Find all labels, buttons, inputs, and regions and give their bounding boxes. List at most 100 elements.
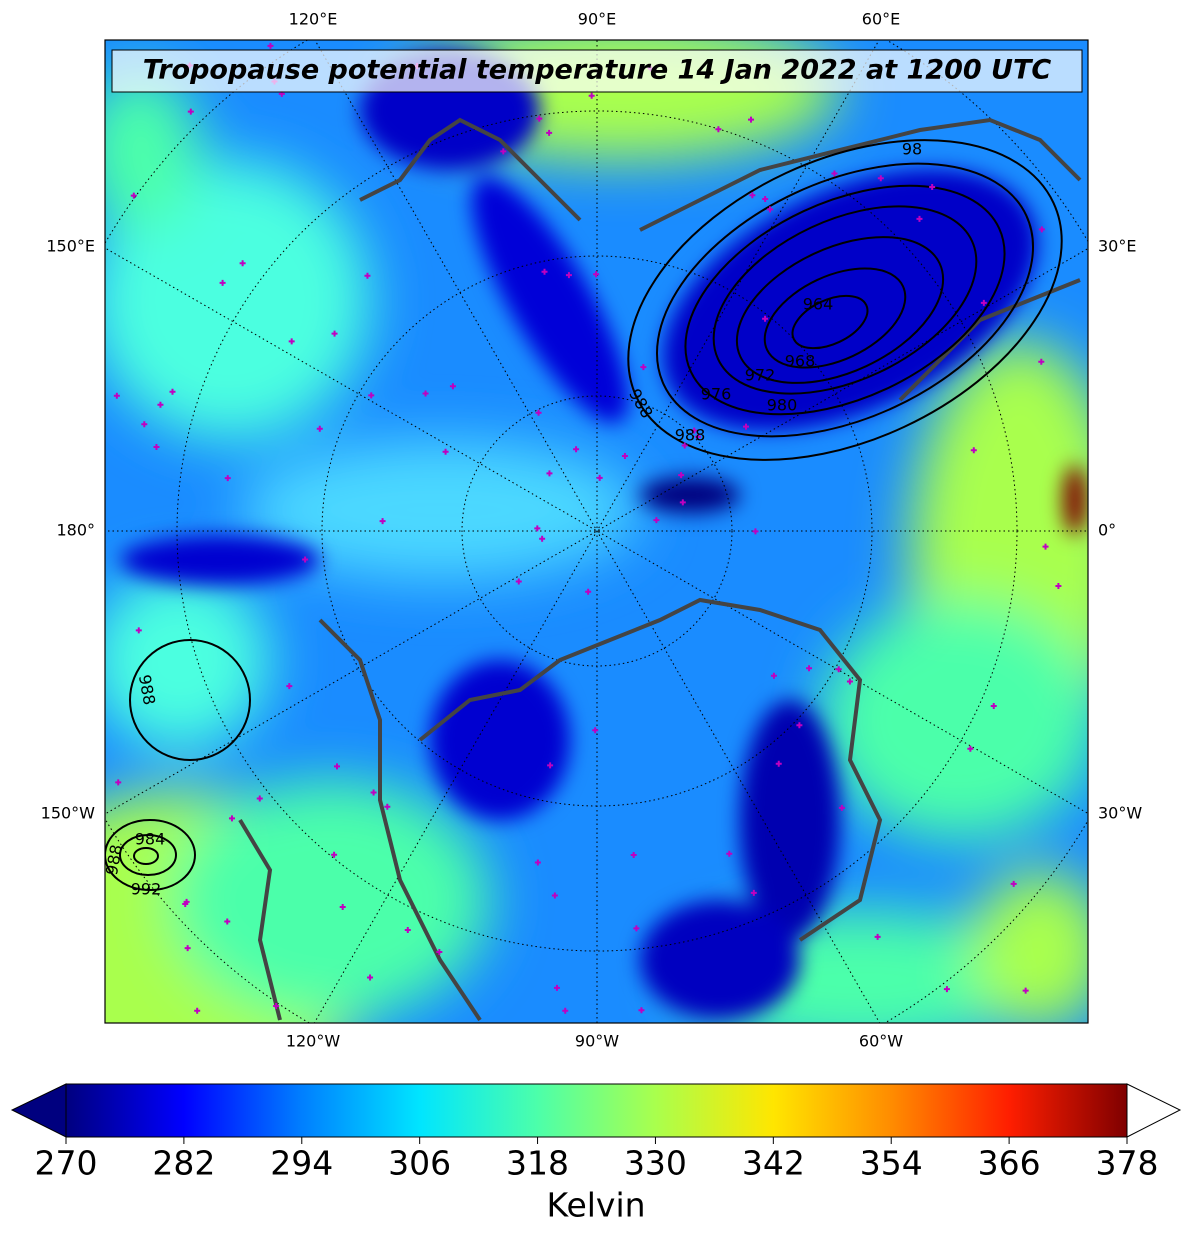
station-marker [267, 42, 274, 49]
station-marker [130, 192, 137, 199]
station-marker [515, 578, 522, 585]
title-box [111, 49, 1083, 93]
lon-label: 120°W [286, 1032, 341, 1051]
station-marker [596, 474, 603, 481]
coastlines [238, 117, 1082, 1022]
station-marker [534, 525, 541, 532]
station-marker [224, 475, 231, 482]
station-marker [752, 528, 759, 535]
station-marker [691, 427, 698, 434]
station-marker [806, 665, 813, 672]
station-marker [565, 272, 572, 279]
station-marker [715, 126, 722, 133]
lon-label: 90°W [575, 1032, 619, 1051]
station-marker [585, 588, 592, 595]
station-marker [633, 925, 640, 932]
station-marker [831, 170, 838, 177]
station-marker [442, 448, 449, 455]
colorbar-tick-label: 306 [388, 1144, 451, 1183]
lat-label: 30°E [1098, 237, 1136, 256]
station-marker [339, 904, 346, 911]
station-marker [749, 192, 756, 199]
station-marker [364, 272, 371, 279]
colorbar-tick-label: 282 [152, 1144, 215, 1183]
station-marker [967, 745, 974, 752]
station-marker [750, 889, 757, 896]
station-marker [182, 901, 189, 908]
station-marker [592, 727, 599, 734]
station-marker [547, 762, 554, 769]
station-marker [113, 392, 120, 399]
station-marker [157, 401, 164, 408]
station-marker [653, 517, 660, 524]
station-marker [286, 683, 293, 690]
colorbar-extend-min [10, 1083, 67, 1138]
lat-label: 150°W [41, 804, 96, 823]
station-marker [929, 183, 936, 190]
lat-label: 150°E [46, 237, 95, 256]
pressure-contours [105, 139, 1063, 891]
station-marker [169, 388, 176, 395]
station-marker [748, 116, 755, 123]
station-marker [551, 892, 558, 899]
station-marker [1010, 880, 1017, 887]
station-marker [630, 851, 637, 858]
lon-label: 60°W [859, 1032, 903, 1051]
station-marker [970, 447, 977, 454]
station-marker [224, 918, 231, 925]
station-marker [588, 92, 595, 99]
title: Tropopause potential temperature 14 Jan … [143, 55, 1052, 86]
contour-label: 980 [767, 396, 798, 415]
station-marker [762, 196, 769, 203]
station-marker [273, 1002, 280, 1009]
contour-label: 984 [135, 830, 166, 849]
lon-label: 120°E [289, 10, 338, 29]
station-marker [239, 260, 246, 267]
station-marker [422, 390, 429, 397]
station-marker [115, 779, 122, 786]
colorbar-tick-label: 294 [270, 1144, 333, 1183]
station-marker [370, 789, 377, 796]
station-marker [796, 722, 803, 729]
contour-label: 972 [745, 366, 776, 385]
station-marker [436, 949, 443, 956]
station-marker [1038, 358, 1045, 365]
colorbar-tick-label: 378 [1096, 1144, 1159, 1183]
contour-label: 992 [131, 880, 162, 899]
station-marker [194, 1007, 201, 1014]
station-marker [546, 129, 553, 136]
station-marker [990, 702, 997, 709]
contour-label: 964 [803, 295, 834, 314]
station-marker [536, 115, 543, 122]
station-marker [256, 795, 263, 802]
station-marker [316, 425, 323, 432]
station-marker [638, 1007, 645, 1014]
station-marker [302, 556, 309, 563]
colorbar-tick-label: 318 [506, 1144, 569, 1183]
station-marker [874, 933, 881, 940]
station-marker [331, 851, 338, 858]
station-marker [184, 945, 191, 952]
station-marker [593, 271, 600, 278]
station-marker [694, 433, 701, 440]
station-marker [640, 364, 647, 371]
contour-label: 98 [902, 140, 922, 159]
station-marker [770, 672, 777, 679]
station-marker [916, 215, 923, 222]
station-marker [846, 678, 853, 685]
station-marker [943, 986, 950, 993]
contour-label: 968 [785, 352, 816, 371]
station-marker [621, 453, 628, 460]
station-marker [546, 470, 553, 477]
station-marker [679, 499, 686, 506]
colorbar-tick-label: 342 [742, 1144, 805, 1183]
station-marker [775, 760, 782, 767]
station-marker [1022, 987, 1029, 994]
colorbar-tick-label: 330 [624, 1144, 687, 1183]
colorbar-tick-label: 366 [978, 1144, 1041, 1183]
station-marker [1042, 543, 1049, 550]
station-marker [535, 409, 542, 416]
station-marker [135, 627, 142, 634]
